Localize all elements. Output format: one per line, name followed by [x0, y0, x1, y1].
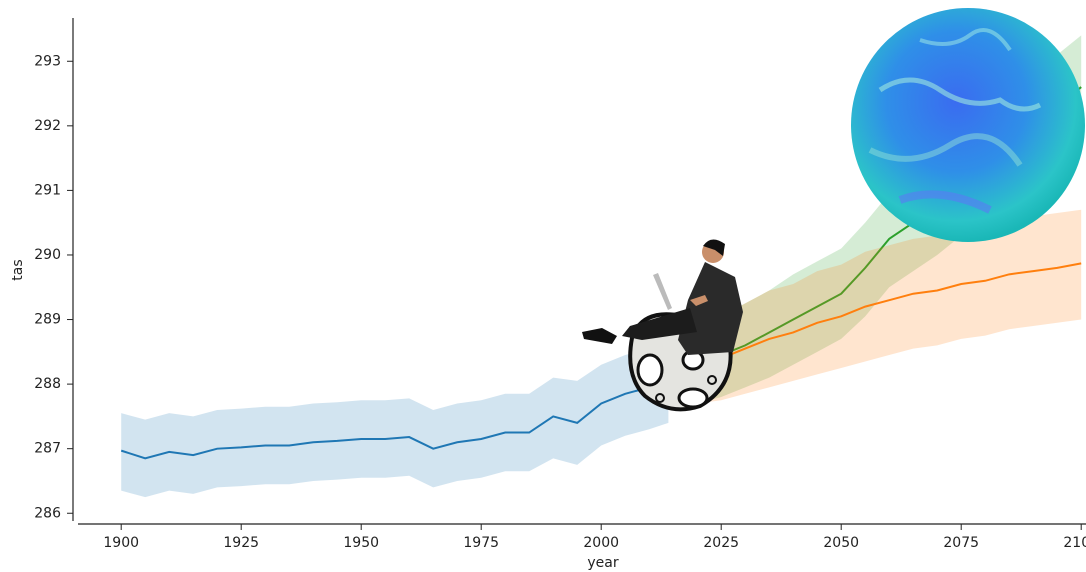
x-tick-label: 2000: [583, 535, 619, 551]
y-tick-label: 288: [34, 376, 61, 392]
x-tick-label: 1975: [463, 535, 499, 551]
y-tick-label: 292: [34, 118, 61, 134]
man-on-asteroid-illustration: [582, 239, 743, 412]
y-tick-label: 291: [34, 182, 61, 198]
confidence-band: [121, 342, 669, 498]
x-tick-label: 2075: [943, 535, 979, 551]
y-tick-label: 286: [34, 505, 61, 521]
line: [120, 379, 669, 460]
x-tick-label: 1950: [343, 535, 379, 551]
earth-illustration: [851, 8, 1085, 242]
x-tick-label: 2025: [703, 535, 739, 551]
x-tick-label: 1900: [103, 535, 139, 551]
y-tick-label: 287: [34, 441, 61, 457]
x-tick-label: 2100: [1063, 535, 1086, 551]
y-tick-label: 290: [34, 247, 61, 263]
x-tick-label: 1925: [223, 535, 259, 551]
confidence-band: [673, 209, 1082, 410]
line: [672, 262, 1082, 376]
y-axis-label: tas: [10, 259, 26, 280]
x-axis-label: year: [587, 555, 618, 571]
y-tick-label: 289: [34, 312, 61, 328]
x-tick-label: 2050: [823, 535, 859, 551]
y-tick-label: 293: [34, 53, 61, 69]
